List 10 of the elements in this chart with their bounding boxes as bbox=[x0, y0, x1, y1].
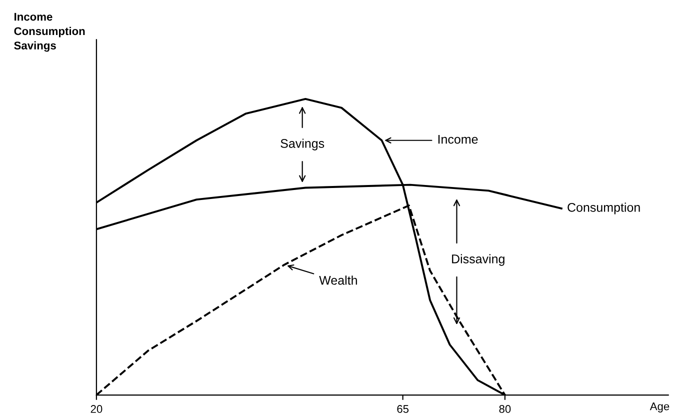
series-label: Consumption bbox=[568, 202, 640, 214]
annotation: Dissaving bbox=[452, 254, 504, 266]
legend-label: Income bbox=[438, 135, 478, 144]
y-axis-title: Income Consumption Savings bbox=[14, 12, 85, 52]
x-tick-label: 80 bbox=[499, 405, 511, 413]
x-tick-label: 65 bbox=[397, 405, 409, 413]
x-axis-title: Age bbox=[650, 402, 670, 412]
annotation: Savings bbox=[280, 138, 324, 150]
text: Wealth bbox=[319, 276, 357, 285]
x-tick-label: 20 bbox=[90, 405, 102, 413]
